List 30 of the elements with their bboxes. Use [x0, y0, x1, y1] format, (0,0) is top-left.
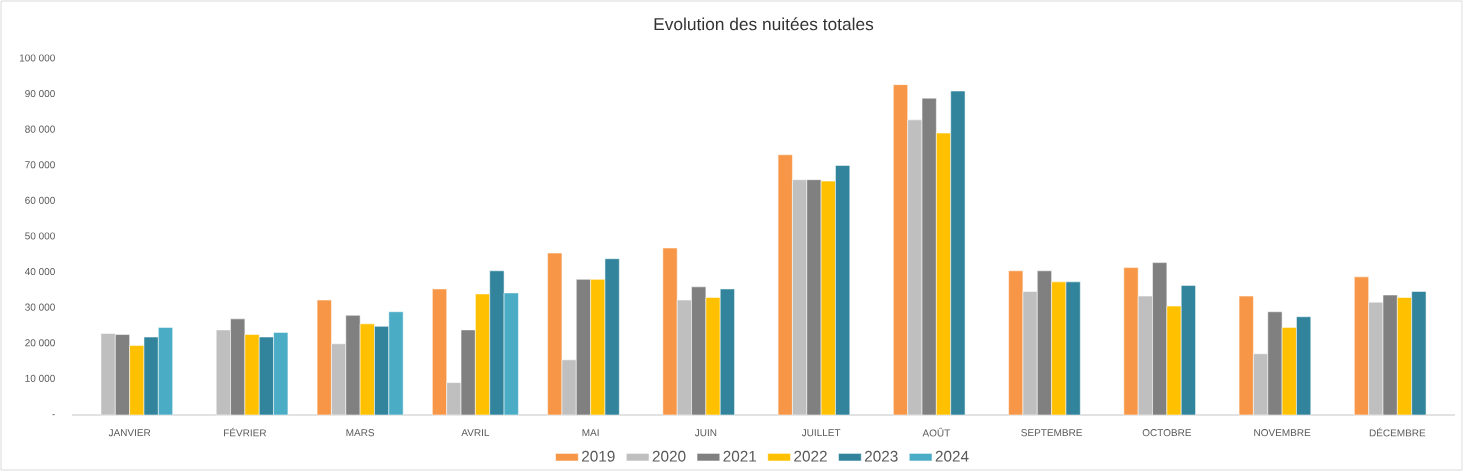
chart-title: Evolution des nuitées totales	[654, 17, 874, 31]
x-tick-label: SEPTEMBRE	[1021, 429, 1083, 437]
legend-label: 2024	[935, 450, 969, 462]
legend-label: 2021	[723, 450, 757, 462]
x-tick-label: JUILLET	[801, 429, 841, 437]
y-tick-label: 60 000	[25, 196, 55, 204]
y-tick-label: 30 000	[25, 303, 55, 311]
y-tick-label: 40 000	[24, 268, 55, 276]
y-tick-label: 20 000	[25, 339, 55, 347]
x-tick-label: AVRIL	[461, 429, 490, 437]
x-tick-label: NOVEMBRE	[1254, 429, 1311, 437]
x-tick-label: OCTOBRE	[1142, 429, 1192, 437]
y-tick-label: 50 000	[25, 232, 55, 240]
y-tick-label: 100 000	[19, 54, 55, 62]
legend-label: 2023	[864, 450, 898, 462]
x-tick-label: MARS	[346, 429, 375, 437]
y-tick-label: 80 000	[25, 125, 55, 133]
y-tick-label: 70 000	[25, 161, 55, 169]
y-tick-label: 90 000	[25, 90, 55, 98]
x-tick-label: JANVIER	[108, 429, 151, 437]
x-tick-label: DÉCEMBRE	[1369, 427, 1426, 437]
x-tick-label: JUIN	[694, 429, 717, 437]
legend-label: 2019	[582, 450, 615, 462]
legend-label: 2020	[652, 450, 686, 462]
y-tick-label: -	[52, 414, 55, 416]
legend-label: 2022	[794, 450, 827, 462]
x-tick-label: FÉVRIER	[224, 427, 267, 437]
x-tick-label: MAI	[582, 429, 599, 437]
y-tick-label: 10 000	[25, 374, 55, 382]
x-tick-label: AOÛT	[922, 427, 951, 437]
